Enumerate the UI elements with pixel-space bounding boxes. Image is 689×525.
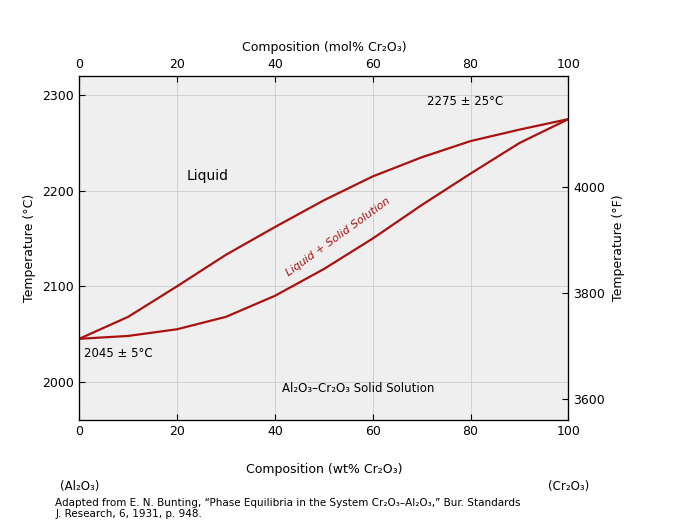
Text: J. Research, 6, 1931, p. 948.: J. Research, 6, 1931, p. 948. xyxy=(55,509,202,519)
X-axis label: Composition (mol% Cr₂O₃): Composition (mol% Cr₂O₃) xyxy=(242,41,406,54)
Text: 2275 ± 25°C: 2275 ± 25°C xyxy=(426,94,503,108)
Y-axis label: Temperature (°C): Temperature (°C) xyxy=(23,194,36,302)
Text: 2045 ± 5°C: 2045 ± 5°C xyxy=(84,348,153,360)
Text: Liquid: Liquid xyxy=(187,170,229,183)
X-axis label: Composition (wt% Cr₂O₃): Composition (wt% Cr₂O₃) xyxy=(245,463,402,476)
Text: Liquid + Solid Solution: Liquid + Solid Solution xyxy=(285,195,393,278)
Text: Al₂O₃–Cr₂O₃ Solid Solution: Al₂O₃–Cr₂O₃ Solid Solution xyxy=(282,382,434,395)
Text: Adapted from E. N. Bunting, “Phase Equilibria in the System Cr₂O₃–Al₂O₃,” Bur. S: Adapted from E. N. Bunting, “Phase Equil… xyxy=(55,498,521,508)
Text: (Al₂O₃): (Al₂O₃) xyxy=(59,480,99,493)
Text: (Cr₂O₃): (Cr₂O₃) xyxy=(548,480,589,493)
Y-axis label: Temperature (°F): Temperature (°F) xyxy=(612,195,625,301)
